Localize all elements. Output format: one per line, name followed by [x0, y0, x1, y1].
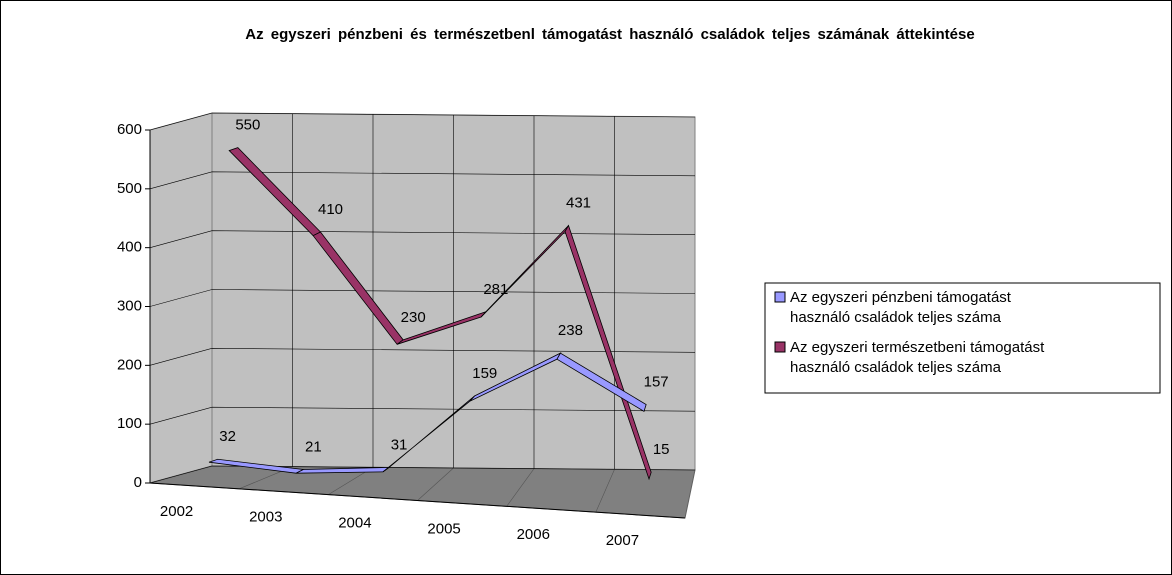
- grid-line: [149, 230, 696, 248]
- legend-swatch: [774, 341, 786, 353]
- y-tick-label: 200: [117, 356, 142, 373]
- grid-line: [149, 112, 696, 131]
- data-label: 32: [219, 428, 236, 445]
- y-tick-label: 600: [117, 121, 142, 138]
- y-tick-label: 300: [117, 297, 142, 314]
- y-tick-label: 500: [117, 180, 142, 197]
- legend-label: Az egyszeri természetbeni támogatást hasz…: [790, 339, 1045, 376]
- y-tick-label: 0: [134, 474, 142, 491]
- x-tick-label: 2003: [249, 509, 282, 526]
- data-label: 15: [653, 441, 670, 458]
- x-tick-label: 2005: [427, 520, 460, 537]
- data-label: 410: [318, 201, 343, 218]
- x-axis: [149, 482, 686, 519]
- y-tick-label: 100: [117, 415, 142, 432]
- grid-line: [149, 406, 696, 425]
- data-label: 230: [401, 309, 426, 326]
- y-tick-label: 400: [117, 239, 142, 256]
- x-tick-label: 2006: [517, 526, 550, 543]
- grid-line: [149, 348, 696, 366]
- line-ribbon: [556, 352, 647, 412]
- data-label: 238: [558, 322, 583, 339]
- data-label: 431: [566, 194, 591, 211]
- x-tick-label: 2007: [606, 532, 639, 549]
- data-label: 550: [235, 117, 260, 134]
- grid-line: [149, 171, 696, 190]
- legend-box: [764, 282, 1161, 394]
- data-label: 157: [644, 374, 669, 391]
- floor-divider: [506, 468, 535, 507]
- grid-line: [149, 289, 696, 307]
- chart-title: Az egyszeri pénzbeni és természetbenl tá…: [245, 26, 975, 43]
- legend-swatch: [774, 291, 786, 303]
- legend-label: Az egyszeri pénzbeni támogatást használó …: [790, 289, 1012, 326]
- data-label: 21: [305, 438, 322, 455]
- data-label: 31: [391, 436, 408, 453]
- data-label: 281: [483, 281, 508, 298]
- floor-divider: [417, 467, 454, 501]
- x-tick-label: 2002: [160, 503, 193, 520]
- x-tick-label: 2004: [338, 515, 371, 532]
- grid-line: [149, 465, 696, 484]
- floor-divider: [595, 469, 615, 513]
- data-label: 159: [472, 365, 497, 382]
